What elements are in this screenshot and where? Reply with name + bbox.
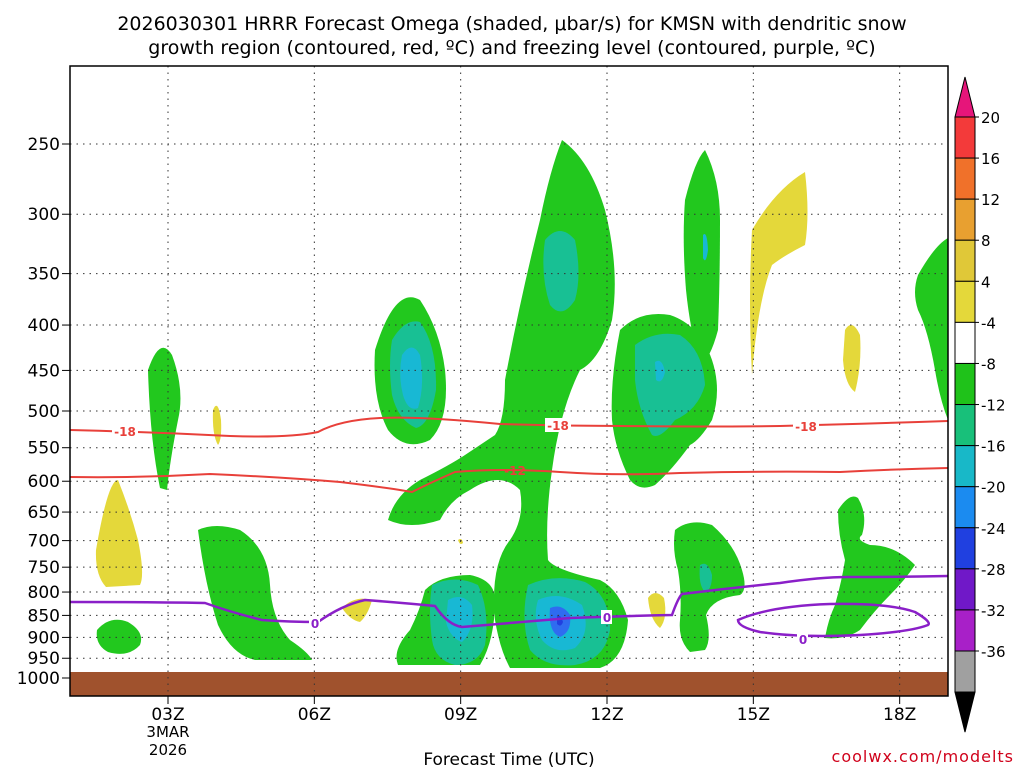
colorbar-swatch (954, 650, 976, 693)
freezing-contour-main (69, 574, 949, 629)
colorbar-swatch (954, 198, 976, 241)
x-axis-label: Forecast Time (UTC) (423, 750, 594, 768)
credit-text: coolwx.com/modelts (832, 747, 1014, 766)
colorbar-swatch (954, 157, 976, 200)
colorbar-swatch (954, 239, 976, 282)
x-tick-label: 09Z (444, 705, 477, 725)
y-tick-label: 1000 (17, 669, 60, 689)
y-tick-label: 250 (28, 135, 60, 155)
omega-yellow-region (750, 172, 808, 375)
omega-green-region (148, 347, 181, 490)
y-axis: 2503003504004505005506006507007508008509… (17, 135, 70, 689)
colorbar-swatch (954, 404, 976, 447)
colorbar-swatch (954, 527, 976, 570)
colorbar-label: 16 (981, 150, 1000, 168)
y-tick-label: 700 (28, 532, 60, 552)
y-tick-label: 300 (28, 205, 60, 225)
colorbar-label: -28 (981, 561, 1006, 579)
dgz-label: -18 (114, 425, 136, 439)
colorbar-swatch (954, 116, 976, 159)
colorbar-bottom-arrow (954, 691, 976, 733)
omega-teal-region (699, 563, 712, 592)
x-axis: 03Z 06Z 09Z 12Z 15Z 18Z (151, 696, 916, 725)
colorbar-label: -8 (981, 355, 996, 373)
colorbar-top-arrow (954, 76, 976, 118)
x-tick-label: 12Z (590, 705, 623, 725)
colorbar-label: -20 (981, 479, 1006, 497)
chart-title-line2: growth region (contoured, red, ºC) and f… (148, 37, 875, 59)
omega-green-region (915, 238, 948, 420)
omega-yellow-region (212, 405, 222, 445)
dgz-contours (69, 416, 949, 494)
dgz-label: -18 (795, 420, 817, 434)
colorbar-swatch (954, 609, 976, 652)
colorbar-label: 12 (981, 191, 1000, 209)
colorbar-label: 20 (981, 109, 1000, 127)
x-date-month: 3MAR (146, 723, 189, 741)
dgz-contour-lower (69, 467, 949, 494)
omega-teal-region (543, 231, 579, 312)
y-tick-label: 850 (28, 606, 60, 626)
omega-green-region (683, 150, 720, 365)
dgz-contour-upper (69, 416, 949, 438)
colorbar-swatch (954, 445, 976, 488)
contour-labels: -18 -18 -18 -12 0 0 0 (112, 418, 819, 647)
omega-yellow-region (95, 480, 143, 587)
colorbar-label: 4 (981, 273, 991, 291)
freezing-label: 0 (799, 633, 807, 647)
y-tick-label: 750 (28, 558, 60, 578)
colorbar-swatch (954, 362, 976, 406)
x-tick-label: 06Z (298, 705, 331, 725)
omega-cyan-region (446, 596, 473, 642)
y-tick-label: 400 (28, 316, 60, 336)
colorbar-swatch (954, 568, 976, 611)
x-tick-label: 18Z (883, 705, 916, 725)
colorbar-label: -32 (981, 602, 1006, 620)
x-tick-label: 15Z (737, 705, 770, 725)
omega-cyan-region (655, 360, 665, 382)
colorbar-label: -36 (981, 643, 1006, 661)
y-tick-label: 900 (28, 628, 60, 648)
colorbar-label: -16 (981, 438, 1006, 456)
colorbar-label: 8 (981, 232, 991, 250)
freezing-level-contours (69, 574, 949, 638)
y-tick-label: 600 (28, 472, 60, 492)
y-tick-label: 550 (28, 439, 60, 459)
freezing-contour-closed (736, 602, 930, 638)
y-tick-label: 650 (28, 503, 60, 523)
plot-frame (69, 65, 949, 697)
omega-cyan-region (400, 347, 423, 409)
chart-title-line1: 2026030301 HRRR Forecast Omega (shaded, … (117, 13, 906, 35)
omega-green-region (96, 619, 142, 654)
freezing-label: 0 (311, 617, 319, 631)
colorbar: 20 16 12 8 4 -4 -8 -12 -16 -20 -24 -28 -32 -36 (954, 76, 1006, 733)
omega-green-region (198, 526, 312, 660)
dgz-label: -12 (504, 464, 526, 478)
colorbar-label: -24 (981, 520, 1006, 538)
omega-yellow-region (648, 593, 666, 628)
y-tick-label: 500 (28, 402, 60, 422)
omega-yellow-region (843, 325, 861, 392)
x-tick-label: 03Z (151, 705, 184, 725)
colorbar-swatch (954, 486, 976, 529)
y-tick-label: 800 (28, 583, 60, 603)
y-tick-label: 350 (28, 265, 60, 285)
omega-teal-region (635, 333, 705, 436)
y-tick-label: 450 (28, 361, 60, 381)
ground-surface (70, 672, 948, 696)
omega-cyan-region (703, 234, 708, 261)
colorbar-swatch (954, 321, 976, 364)
y-tick-label: 950 (28, 649, 60, 669)
x-date-year: 2026 (149, 741, 187, 759)
omega-shading (95, 140, 948, 668)
colorbar-label: -4 (981, 314, 996, 332)
pressure-gridlines (70, 66, 948, 696)
dgz-label: -18 (547, 419, 569, 433)
colorbar-label: -12 (981, 397, 1006, 415)
freezing-label: 0 (603, 611, 611, 625)
colorbar-swatch (954, 280, 976, 323)
